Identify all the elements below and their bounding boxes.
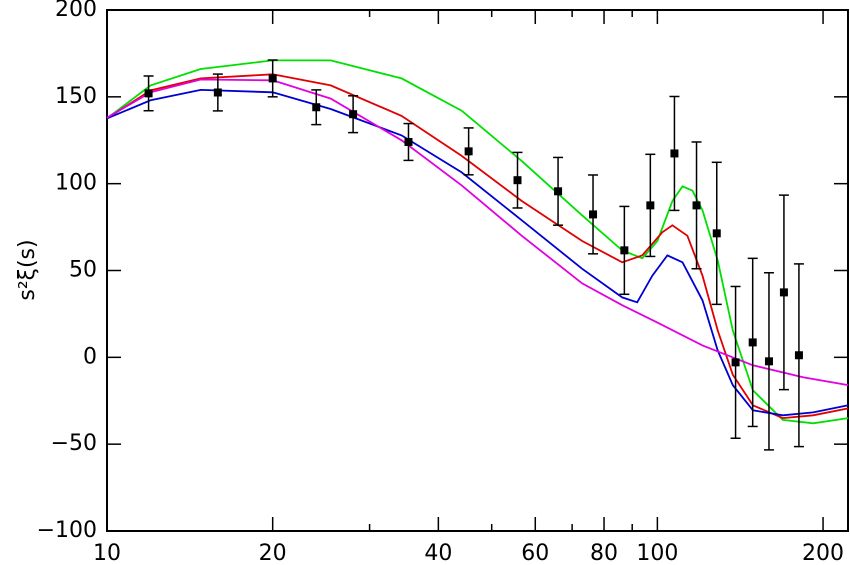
data-point	[554, 187, 563, 196]
data-point	[794, 351, 803, 360]
y-tick-label: 100	[55, 171, 97, 196]
x-tick-label: 40	[424, 541, 452, 565]
curve	[106, 73, 849, 420]
y-tick-label: 0	[83, 344, 97, 369]
x-tick-label: 20	[259, 541, 287, 565]
y-tick-label: 200	[55, 0, 97, 22]
x-tick-label: 200	[802, 541, 844, 565]
data-point	[692, 201, 701, 210]
x-tick-label: 80	[590, 541, 618, 565]
data-point	[213, 88, 222, 97]
data-point	[268, 74, 277, 83]
y-tick-label: −50	[51, 431, 97, 456]
data-point	[731, 358, 740, 367]
data-point	[712, 229, 721, 238]
data-point	[349, 110, 358, 119]
data-point	[670, 149, 679, 158]
x-tick-label: 100	[636, 541, 678, 565]
y-tick-label: 50	[69, 258, 97, 283]
data-point	[779, 288, 788, 297]
data-point	[144, 89, 153, 98]
data-point	[312, 103, 321, 112]
curve	[106, 88, 849, 417]
data-point	[513, 176, 522, 185]
y-axis-label: s²ξ(s)	[15, 239, 40, 300]
y-tick-label: 150	[55, 84, 97, 109]
data-point	[464, 147, 473, 156]
x-tick-label: 10	[93, 541, 121, 565]
data-point	[748, 338, 757, 347]
data-point	[589, 210, 598, 219]
data-point	[646, 201, 655, 210]
data-point	[620, 246, 629, 255]
data-point	[404, 137, 413, 146]
data-point	[764, 357, 773, 366]
y-tick-label: −100	[37, 518, 97, 543]
x-tick-label: 60	[521, 541, 549, 565]
curve	[106, 78, 849, 386]
curve	[106, 59, 849, 425]
